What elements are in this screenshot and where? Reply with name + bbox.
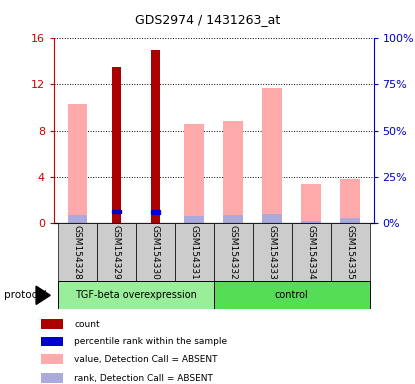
- Bar: [41, 337, 63, 346]
- Bar: [301, 221, 321, 223]
- Text: value, Detection Call = ABSENT: value, Detection Call = ABSENT: [74, 355, 218, 364]
- Polygon shape: [36, 286, 50, 305]
- Bar: [292, 223, 331, 282]
- Bar: [223, 215, 243, 223]
- Bar: [340, 218, 360, 223]
- Bar: [151, 210, 160, 214]
- Bar: [151, 50, 160, 223]
- Bar: [262, 214, 282, 223]
- Text: protocol: protocol: [4, 290, 47, 300]
- Bar: [331, 223, 370, 282]
- Text: percentile rank within the sample: percentile rank within the sample: [74, 337, 227, 346]
- Bar: [97, 223, 136, 282]
- Text: GSM154330: GSM154330: [151, 225, 160, 280]
- Bar: [223, 121, 243, 223]
- Bar: [214, 223, 253, 282]
- Bar: [136, 223, 175, 282]
- Bar: [112, 210, 121, 213]
- Text: TGF-beta overexpression: TGF-beta overexpression: [75, 290, 197, 300]
- Bar: [262, 88, 282, 223]
- Bar: [58, 223, 97, 282]
- Bar: [214, 281, 370, 309]
- Text: count: count: [74, 319, 100, 329]
- Bar: [340, 179, 360, 223]
- Bar: [175, 223, 214, 282]
- Bar: [253, 223, 292, 282]
- Bar: [68, 215, 87, 223]
- Text: GSM154335: GSM154335: [346, 225, 355, 280]
- Text: GSM154334: GSM154334: [307, 225, 316, 279]
- Bar: [185, 124, 204, 223]
- Bar: [68, 104, 87, 223]
- Text: GSM154329: GSM154329: [112, 225, 121, 279]
- Bar: [185, 216, 204, 223]
- Text: GSM154333: GSM154333: [268, 225, 277, 280]
- Text: control: control: [275, 290, 308, 300]
- Bar: [301, 184, 321, 223]
- Text: GDS2974 / 1431263_at: GDS2974 / 1431263_at: [135, 13, 280, 26]
- Text: GSM154328: GSM154328: [73, 225, 82, 279]
- Text: GSM154331: GSM154331: [190, 225, 199, 280]
- Bar: [58, 281, 214, 309]
- Text: GSM154332: GSM154332: [229, 225, 238, 279]
- Bar: [112, 67, 121, 223]
- Bar: [41, 354, 63, 364]
- Bar: [41, 373, 63, 383]
- Text: rank, Detection Call = ABSENT: rank, Detection Call = ABSENT: [74, 374, 213, 383]
- Bar: [41, 319, 63, 329]
